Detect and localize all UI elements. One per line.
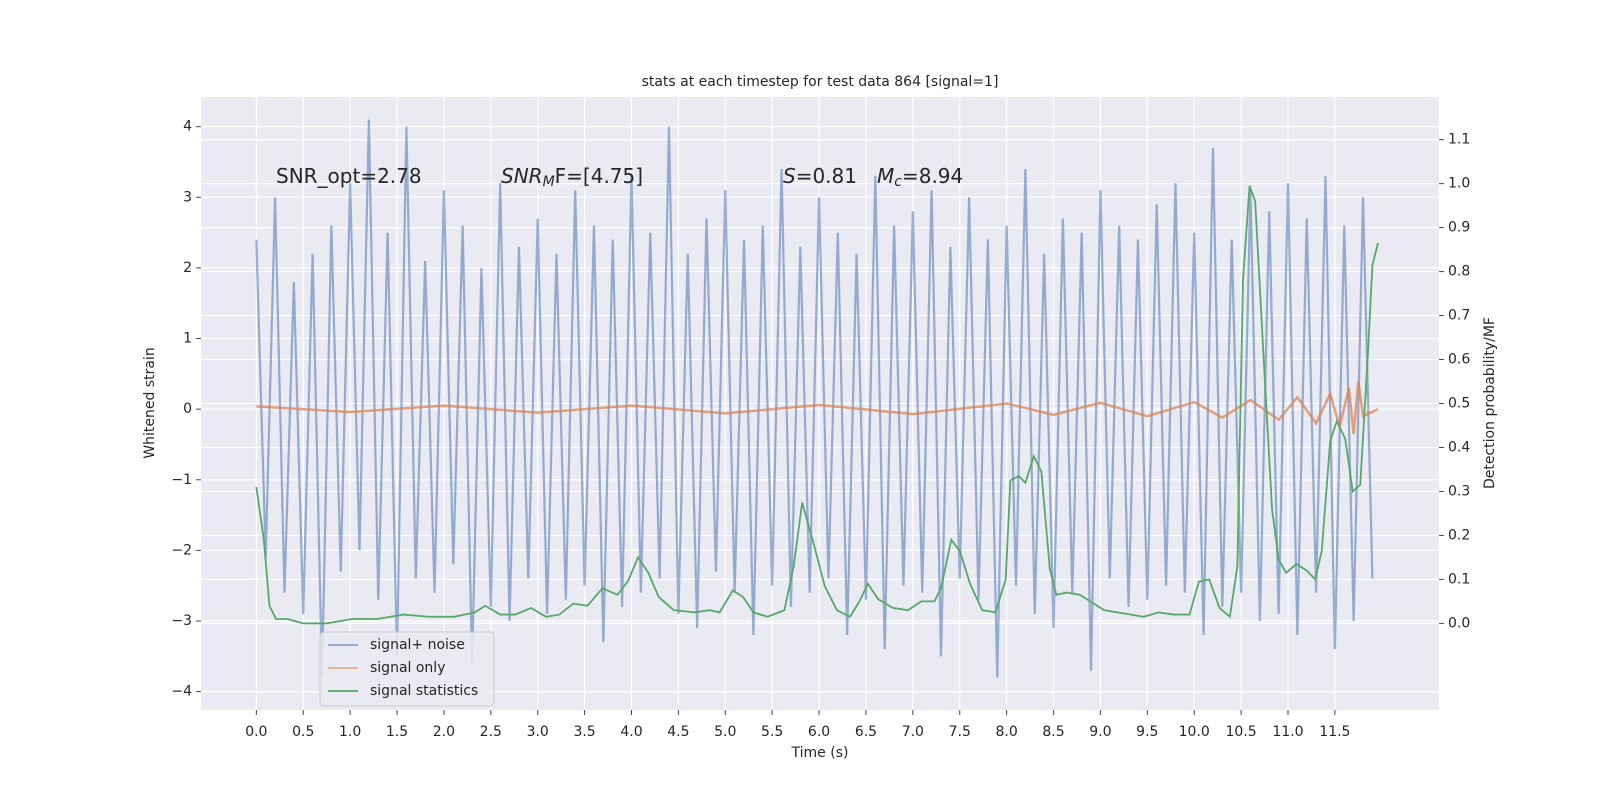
y-tick-label: 0 [183,401,192,417]
x-tick-label: 8.0 [996,724,1018,740]
x-tick-label: 6.5 [855,724,877,740]
annotation-part: M [543,174,555,190]
y2-tick-label: 0.7 [1448,308,1470,324]
series-line [255,185,1379,625]
annotation-part: =8.94 [902,164,963,188]
y2-tick-label: 0.4 [1448,439,1470,455]
x-tick-label: 1.5 [386,724,408,740]
x-tick-label: 7.5 [949,724,971,740]
y-tick-label: −4 [171,684,192,700]
annotation-part: S [783,164,796,188]
y-tick-label: −3 [171,613,192,629]
annotation-part: =0.81 [796,164,857,188]
x-tick-label: 1.0 [339,724,361,740]
y2-tick-label: 1.1 [1448,132,1470,148]
y-axis-label: Whitened strain [142,347,158,458]
series-line [256,380,1379,434]
x-axis-label: Time (s) [791,745,849,761]
y2-tick-label: 0.2 [1448,527,1470,543]
y2-tick-label: 0.0 [1448,615,1470,631]
y2-tick-label: 0.1 [1448,571,1470,587]
x-tick-label: 6.0 [808,724,830,740]
annotation-part: M [877,164,894,188]
annotation: SNR_opt=2.78 [276,164,422,188]
y-tick-label: −1 [171,472,192,488]
x-tick-label: 9.5 [1136,724,1158,740]
x-tick-label: 5.5 [761,724,783,740]
x-tick-label: 10.5 [1226,724,1257,740]
y2-tick-label: 1.0 [1448,176,1470,192]
annotation-part: SNR [501,164,543,188]
y-tick-label: 3 [183,189,192,205]
y2-tick-label: 0.6 [1448,352,1470,368]
x-tick-label: 8.5 [1042,724,1064,740]
x-tick-label: 3.5 [573,724,595,740]
x-tick-label: 4.0 [620,724,642,740]
y2-tick-label: 0.3 [1448,483,1470,499]
y-tick-label: 1 [183,331,192,347]
x-tick-label: 0.0 [245,724,267,740]
x-tick-label: 10.0 [1179,724,1210,740]
legend-label: signal only [370,660,445,676]
x-tick-label: 0.5 [292,724,314,740]
y2-axis-label: Detection probability/MF [1482,317,1498,489]
x-tick-label: 2.5 [480,724,502,740]
x-tick-label: 4.5 [667,724,689,740]
y2-tick-label: 0.5 [1448,396,1470,412]
legend [319,631,495,707]
y-tick-label: 4 [183,119,192,135]
series-line [255,119,1374,678]
annotation: S=0.81 [783,164,857,188]
y2-tick-label: 0.8 [1448,264,1470,280]
chart-title: stats at each timestep for test data 864… [642,74,999,90]
annotation-part: F=[4.75] [555,164,643,188]
x-tick-label: 11.0 [1272,724,1303,740]
x-tick-label: 7.0 [902,724,924,740]
annotation: Mc=8.94 [877,164,963,191]
x-tick-label: 2.0 [433,724,455,740]
y-tick-label: 2 [183,260,192,276]
legend-label: signal statistics [370,683,478,699]
marks [255,119,1379,678]
annotation-part: SNR_opt=2.78 [276,164,422,188]
annotation: SNRMF=[4.75] [501,164,643,191]
x-tick-label: 11.5 [1319,724,1350,740]
y2-tick-label: 0.9 [1448,220,1470,236]
x-tick-label: 3.0 [527,724,549,740]
x-tick-label: 5.0 [714,724,736,740]
annotation-part: c [894,174,902,190]
x-tick-label: 9.0 [1089,724,1111,740]
legend-label: signal+ noise [370,637,465,653]
y-tick-label: −2 [171,542,192,558]
